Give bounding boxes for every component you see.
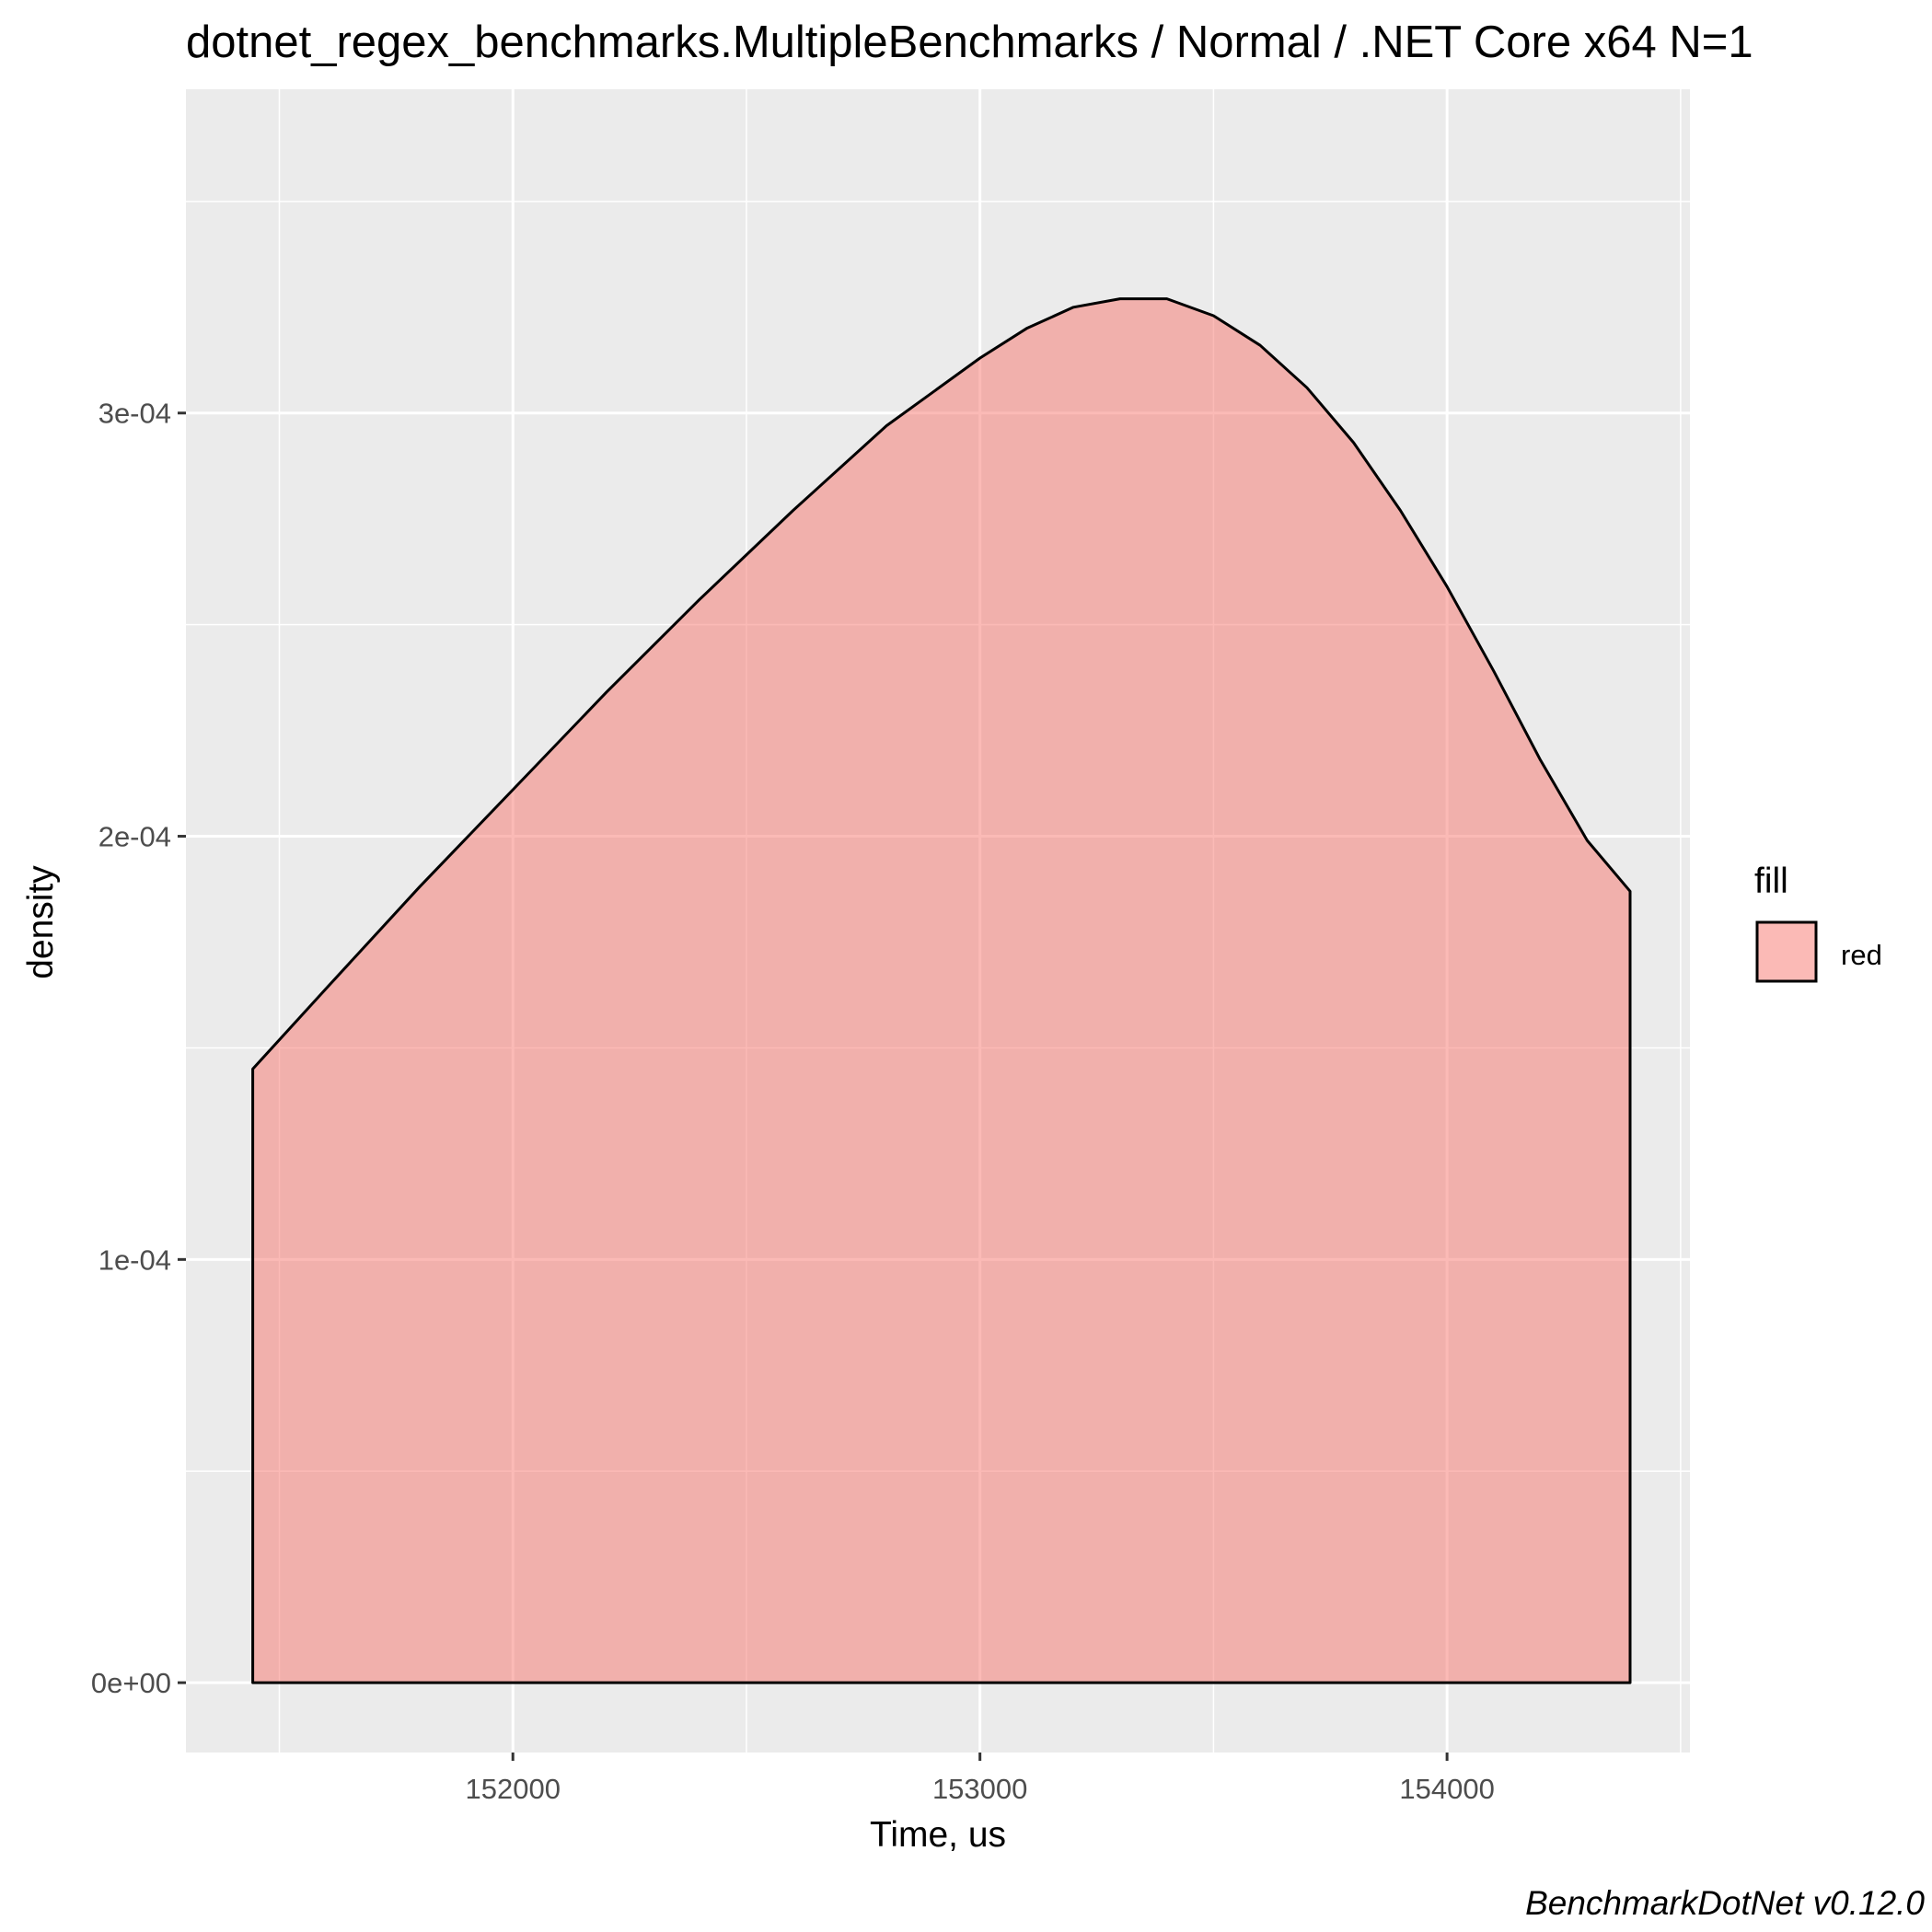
y-axis-title: density	[21, 865, 61, 979]
density-area	[251, 297, 1632, 1684]
y-tick-label: 0e+00	[91, 1667, 171, 1699]
y-tick-label: 3e-04	[98, 398, 171, 430]
chart-title: dotnet_regex_benchmarks.MultipleBenchmar…	[186, 17, 1753, 67]
y-tick-label: 2e-04	[98, 821, 171, 853]
legend-title: fill	[1754, 862, 1788, 901]
x-axis: 152000 153000 154000	[465, 1753, 1495, 1805]
legend-key-red	[1755, 920, 1818, 983]
series-layer	[251, 297, 1632, 1684]
x-tick-label: 154000	[1399, 1773, 1494, 1805]
y-tick-label: 1e-04	[98, 1244, 171, 1276]
x-tick-label: 152000	[465, 1773, 560, 1805]
legend-label-red: red	[1841, 939, 1882, 971]
caption: BenchmarkDotNet v0.12.0	[1525, 1884, 1925, 1922]
legend: fill red	[1754, 862, 1882, 983]
x-axis-title: Time, us	[870, 1815, 1006, 1855]
x-tick-label: 153000	[932, 1773, 1027, 1805]
y-axis: 0e+00 1e-04 2e-04 3e-04	[91, 398, 186, 1699]
